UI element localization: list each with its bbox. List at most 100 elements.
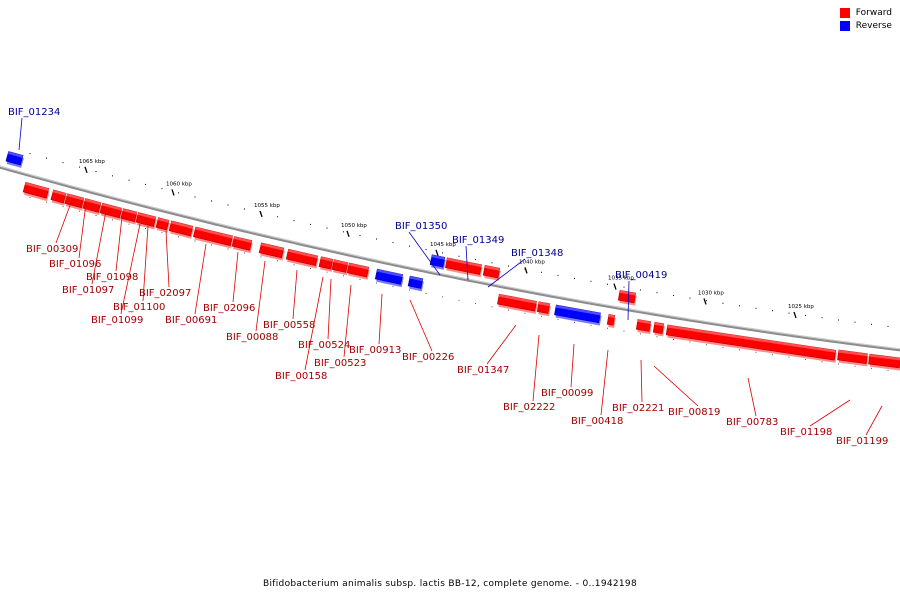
leader-line [486,324,517,365]
gene-block[interactable] [120,208,138,225]
gene-block[interactable] [231,236,253,254]
gene-block-top [348,262,369,270]
scale-dot [95,171,97,173]
gene-block[interactable] [606,314,617,329]
gene-label[interactable]: BIF_00524 [298,340,350,351]
gene-block-top [446,257,482,268]
gene-block[interactable] [258,242,286,261]
scale-dot-lower [112,219,113,221]
scale-dot [458,255,460,257]
scale-dot [425,249,427,251]
gene-block[interactable] [374,268,405,288]
gene-label[interactable]: BIF_01350 [395,221,447,232]
gene-block[interactable] [868,353,900,371]
gene-label[interactable]: BIF_00523 [314,358,366,369]
scale-dot [739,305,740,307]
gene-label[interactable]: BIF_00913 [349,345,401,356]
gene-block-top [538,301,550,307]
scale-dot-lower [640,333,641,335]
scale-dot [310,223,311,225]
gene-block[interactable] [331,259,350,276]
gene-block[interactable] [407,275,425,292]
gene-label[interactable]: BIF_02096 [203,303,255,314]
gene-label[interactable]: BIF_00226 [402,352,454,363]
tick-label: 1065 kbp [79,159,105,165]
gene-block[interactable] [635,319,652,335]
gene-label[interactable]: BIF_01099 [91,315,143,326]
tick-mark [613,283,617,290]
scale-dot [442,252,443,254]
gene-block-top [157,217,170,223]
gene-block[interactable] [318,256,335,272]
gene-block-top [869,354,900,361]
gene-block[interactable] [497,293,538,314]
gene-label[interactable]: BIF_01234 [8,107,60,118]
gene-block[interactable] [285,248,319,269]
gene-label[interactable]: BIF_01347 [457,365,509,376]
gene-block[interactable] [652,321,665,337]
gene-block[interactable] [168,220,195,239]
gene-label[interactable]: BIF_00088 [226,332,278,343]
gene-block[interactable] [50,189,67,206]
scale-dot [656,292,658,294]
gene-label[interactable]: BIF_00418 [571,416,623,427]
gene-block[interactable] [429,254,447,270]
gene-label[interactable]: BIF_01100 [113,302,165,313]
gene-label[interactable]: BIF_02221 [612,403,664,414]
gene-block[interactable] [482,265,502,281]
gene-label[interactable]: BIF_01096 [49,259,101,270]
gene-label[interactable]: BIF_00558 [263,320,315,331]
leader-line [627,280,630,321]
scale-dot-lower [689,341,691,343]
gene-block[interactable] [665,324,837,363]
scale-dot [326,227,328,229]
gene-label[interactable]: BIF_02097 [139,288,191,299]
gene-block[interactable] [82,198,102,216]
gene-block[interactable] [617,289,637,306]
gene-block[interactable] [155,217,170,233]
scale-dot [145,183,146,185]
leader-line [78,202,87,259]
scale-dot-lower [128,223,130,225]
gene-block[interactable] [837,349,869,367]
gene-block[interactable] [22,181,50,202]
gene-label[interactable]: BIF_00419 [615,270,667,281]
tick-mark [703,298,707,305]
gene-label[interactable]: BIF_00819 [668,407,720,418]
scale-dot-lower [722,346,724,348]
gene-block[interactable] [99,202,123,221]
tick-mark [84,166,88,174]
gene-label[interactable]: BIF_00158 [275,371,327,382]
gene-block-top [66,193,85,201]
gene-label[interactable]: BIF_00309 [26,244,78,255]
gene-block[interactable] [192,226,234,249]
gene-label[interactable]: BIF_02222 [503,402,555,413]
gene-label[interactable]: BIF_01097 [62,285,114,296]
gene-label[interactable]: BIF_01199 [836,436,888,447]
scale-dot [706,300,707,302]
gene-label[interactable]: BIF_00099 [541,388,593,399]
scale-dot [508,265,509,267]
scale-dot [805,314,806,316]
gene-label[interactable]: BIF_00691 [165,315,217,326]
tick-mark [171,189,175,196]
gene-block-top [838,350,868,357]
leader-line [409,299,433,352]
gene-block[interactable] [64,193,85,211]
gene-label[interactable]: BIF_01348 [511,248,563,259]
leader-line [194,243,207,315]
scale-dot-lower [277,260,278,262]
gene-block-top [555,304,601,316]
gene-block[interactable] [445,257,483,278]
gene-label[interactable]: BIF_01349 [452,235,504,246]
gene-block[interactable] [346,262,371,280]
scale-dot [838,319,839,321]
gene-label[interactable]: BIF_01198 [780,427,832,438]
gene-block[interactable] [554,304,602,326]
gene-block[interactable] [536,301,552,317]
gene-label[interactable]: BIF_01098 [86,272,138,283]
gene-block[interactable] [135,212,157,230]
gene-block[interactable] [5,151,24,168]
scale-dot-lower [376,282,377,284]
gene-label[interactable]: BIF_00783 [726,417,778,428]
